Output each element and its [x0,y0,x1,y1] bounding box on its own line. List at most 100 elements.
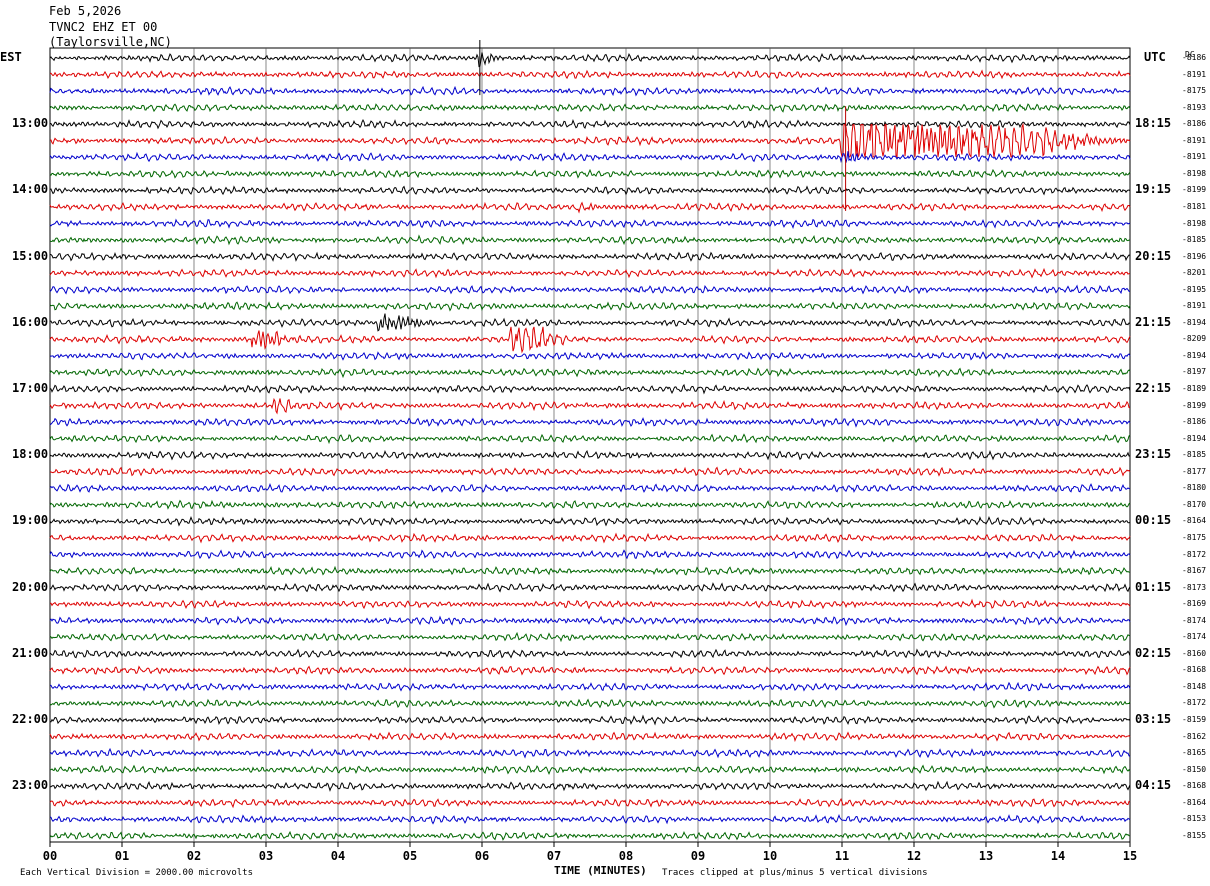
utc-hour-label: 00:15 [1135,513,1172,528]
x-tick-label: 05 [403,849,417,863]
trace-row-3 [49,103,1131,113]
dc-offset-label: -8160 [1182,648,1207,658]
dc-offset-label: -8185 [1182,235,1207,245]
dc-offset-label: -8155 [1182,830,1207,840]
trace-row-39 [49,698,1131,709]
x-tick-label: 01 [115,849,129,863]
trace-row-40 [49,714,1131,726]
utc-hour-label: 01:15 [1135,579,1172,594]
est-hour-label: 20:00 [12,579,49,594]
x-tick-label: 03 [259,849,273,863]
dc-offset-label: -8174 [1182,632,1207,642]
est-hour-label: 14:00 [12,182,49,197]
trace-row-11 [49,234,1131,246]
trace-row-44 [50,780,1131,792]
trace-row-6 [49,151,1131,164]
dc-offset-label: -8167 [1182,566,1207,576]
dc-offset-label: -8164 [1182,797,1207,807]
trace-row-5 [50,122,1131,159]
clip-note: Traces clipped at plus/minus 5 vertical … [662,868,928,878]
dc-offset-label: -8177 [1182,466,1207,476]
trace-row-0 [49,52,1131,68]
est-hour-label: 13:00 [12,116,49,131]
trace-row-15 [49,301,1131,312]
dc-offset-label: -8164 [1182,516,1207,526]
minute-grid [49,47,1131,843]
dc-offset-label: -8181 [1182,201,1207,211]
x-tick-label: 13 [979,849,993,863]
dc-offset-label: -8150 [1182,764,1207,774]
trace-row-31 [49,565,1131,576]
utc-hour-label: 03:15 [1135,712,1172,726]
dc-offset-label: -8174 [1182,615,1207,625]
est-hour-label: 19:00 [12,513,49,528]
x-tick-label: 04 [331,849,345,863]
trace-row-12 [49,251,1131,262]
x-tick-label: 09 [691,849,705,863]
utc-hour-label: 02:15 [1135,645,1172,660]
time-axis: 00 01 02 03 04 05 06 07 08 09 10 11 12 13 14 15 [43,842,1137,863]
trace-row-2 [49,85,1131,97]
dc-offset-label: -8194 [1182,350,1207,360]
x-axis-title: TIME (MINUTES) [554,864,647,877]
trace-row-25 [49,466,1131,477]
trace-row-22 [49,417,1131,428]
trace-row-46 [49,814,1131,825]
trace-row-30 [49,549,1131,560]
dc-offset-label: -8159 [1182,715,1207,724]
dc-offset-label: -8172 [1182,549,1207,559]
trace-row-34 [49,615,1131,627]
dc-offset-label: -8198 [1182,218,1207,228]
dc-offset-label: -8172 [1182,698,1207,708]
dc-offset-label: -8197 [1182,367,1207,377]
trace-row-42 [49,747,1131,759]
trace-row-28 [49,515,1131,527]
dc-offset-label: -8196 [1182,251,1207,261]
trace-row-36 [49,648,1131,659]
dc-offset-label: -8175 [1182,532,1207,542]
dc-offset-label: -8191 [1182,301,1207,311]
trace-row-45 [49,797,1131,809]
trace-row-26 [49,483,1131,493]
x-tick-label: 00 [43,849,57,863]
x-tick-label: 10 [763,849,777,863]
dc-offset-label: -8148 [1182,681,1207,691]
trace-row-19 [49,367,1131,379]
x-tick-label: 02 [187,849,201,863]
utc-zone-label: UTC [1144,50,1166,64]
dc-offset-label: -8201 [1182,268,1207,278]
trace-row-1 [49,69,1131,80]
plot-frame [49,47,1131,843]
dc-offset-label: -8199 [1182,185,1207,195]
trace-row-33 [50,598,1131,610]
dc-offset-label: -8153 [1182,814,1207,824]
x-tick-label: 08 [619,849,633,863]
x-tick-label: 07 [547,849,561,863]
dc-offset-label: -8199 [1182,400,1207,410]
trace-row-32 [49,582,1131,593]
trace-row-13 [49,267,1130,279]
dc-header: DC [1185,50,1195,59]
trace-row-43 [49,764,1131,775]
est-hour-label: 23:00 [12,778,49,793]
utc-hour-label: 19:15 [1135,182,1172,197]
dc-offset-label: -8170 [1182,499,1207,509]
trace-row-9 [49,201,1131,214]
trace-group [49,40,1131,842]
dc-offset-label: -8175 [1182,86,1207,96]
est-hour-label: 16:00 [12,314,49,329]
trace-row-17 [49,326,1131,354]
x-tick-label: 06 [475,849,489,863]
trace-row-18 [49,351,1131,361]
date-label: Feb 5,2026 [49,4,122,18]
dc-offset-label: -8189 [1182,384,1207,393]
utc-hour-label: 22:15 [1135,381,1172,395]
est-hour-label: 18:00 [12,447,49,462]
est-hour-label: 17:00 [12,381,49,395]
utc-hour-label: 23:15 [1135,447,1172,462]
x-tick-label: 11 [835,849,849,863]
trace-row-38 [50,681,1131,692]
trace-row-21 [49,397,1131,415]
est-hour-label: 21:00 [12,645,49,660]
